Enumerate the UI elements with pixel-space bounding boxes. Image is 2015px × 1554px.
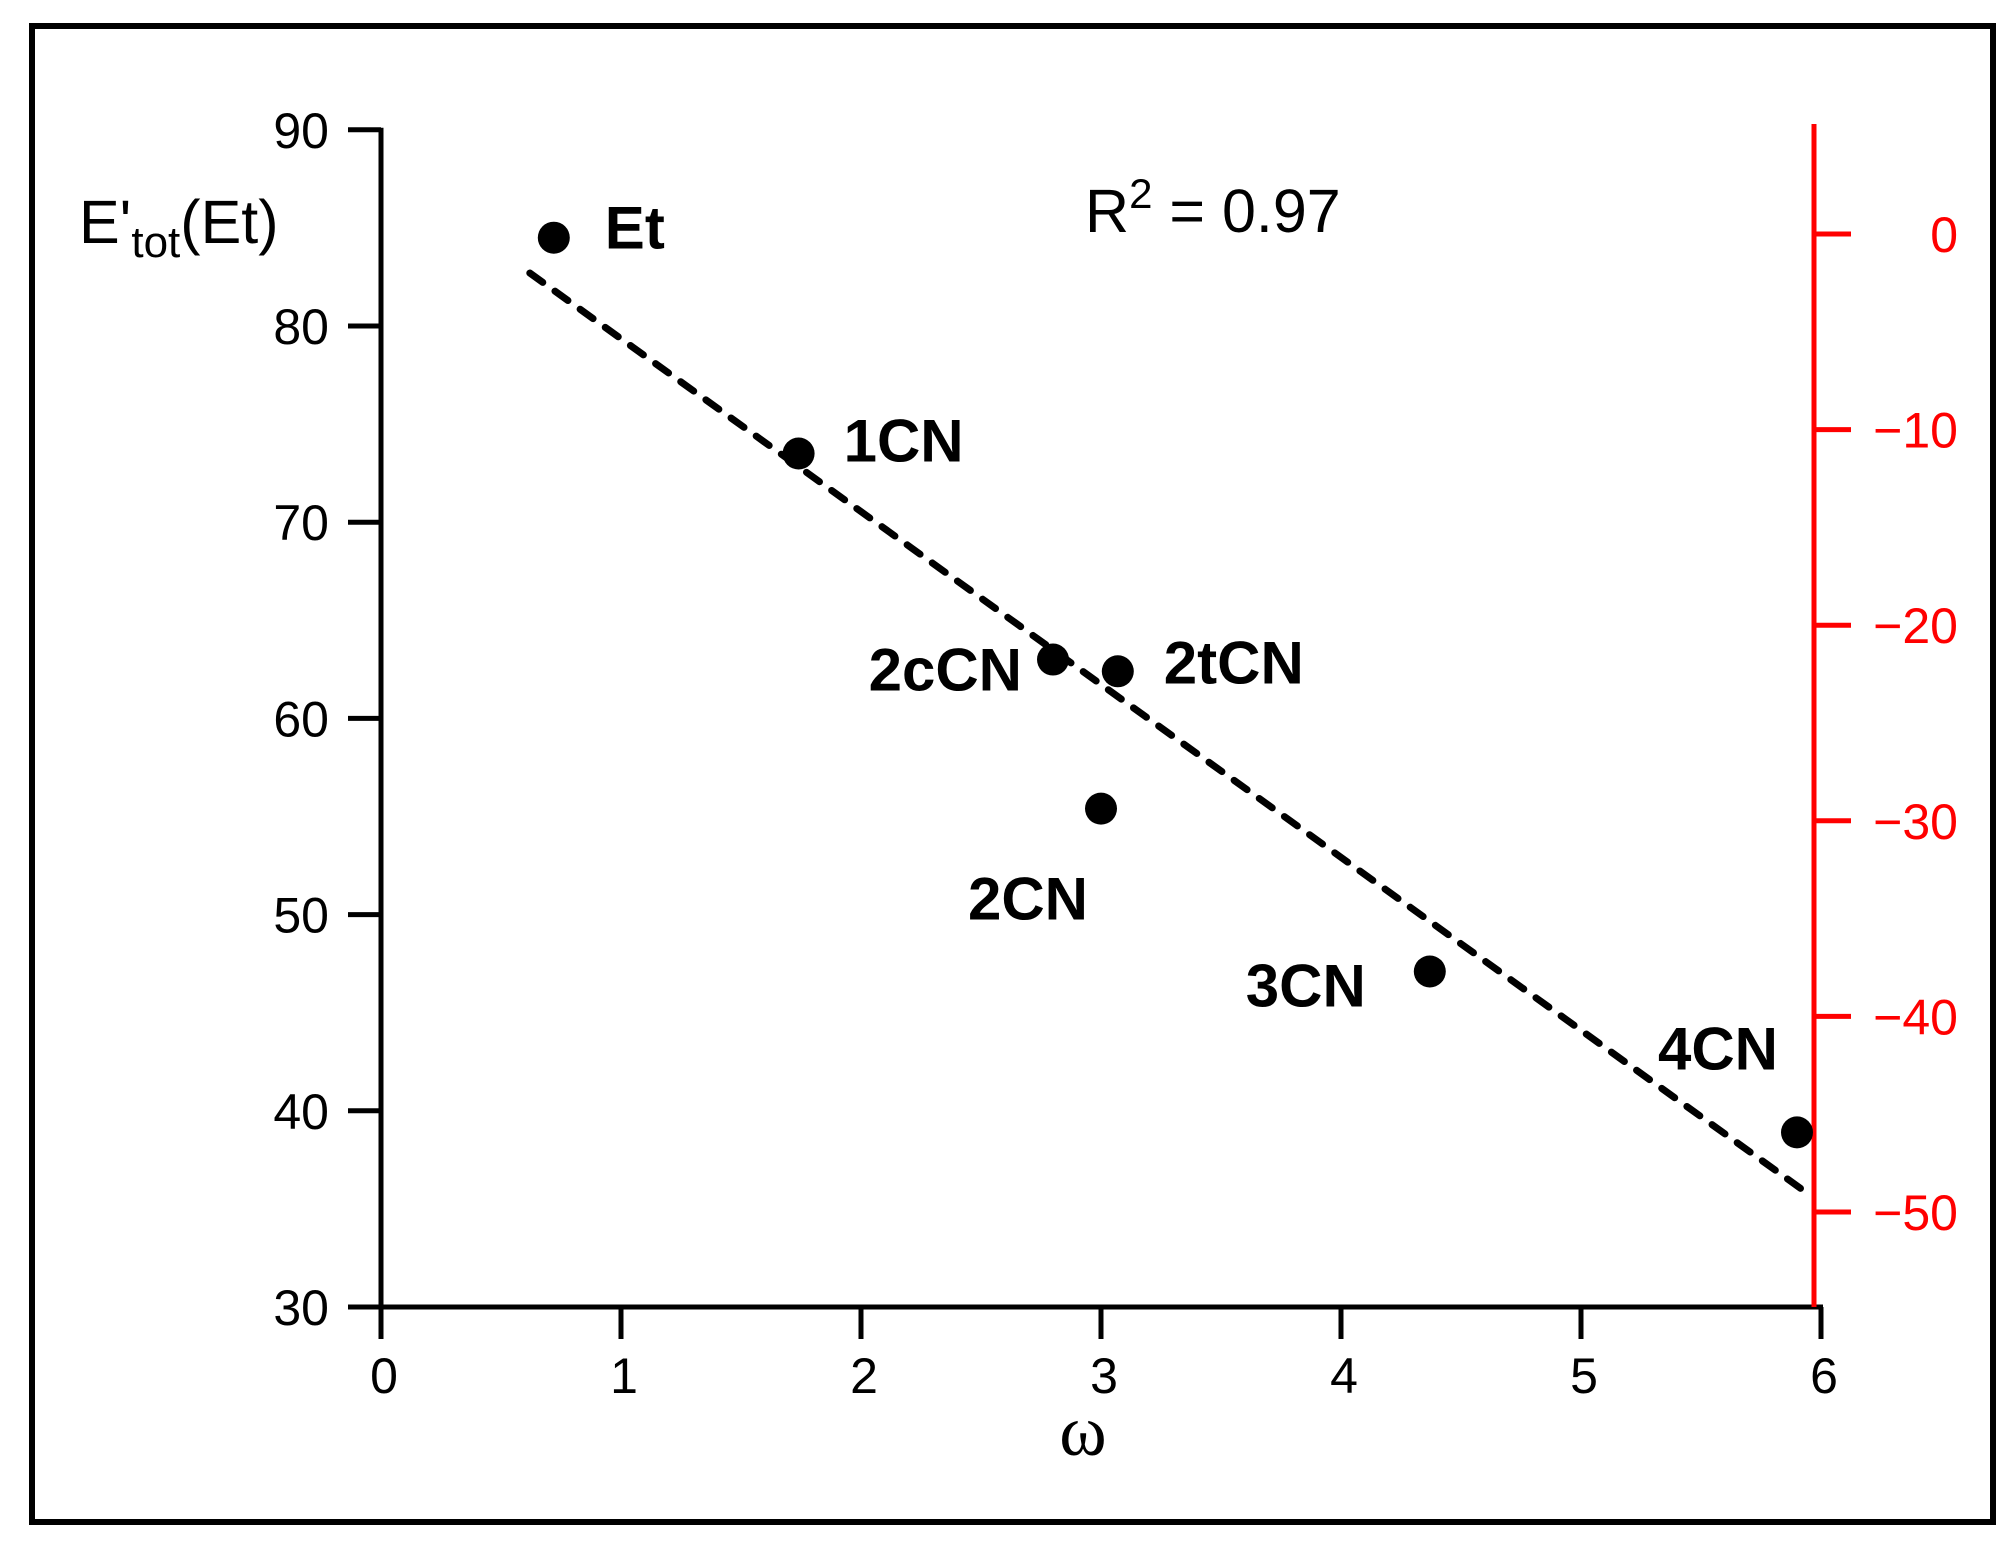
data-point-2cn: 2CN xyxy=(968,792,1117,933)
data-point-et: Et xyxy=(537,195,665,262)
right-y-tick-label: 0 xyxy=(1930,207,1958,263)
x-axis-title: ω xyxy=(1059,1391,1106,1471)
y-tick-label: 80 xyxy=(273,299,329,355)
point-marker xyxy=(782,437,815,470)
point-marker xyxy=(1085,792,1117,825)
x-tick-label: 1 xyxy=(610,1348,638,1404)
point-marker xyxy=(1413,955,1446,988)
point-label: 2tCN xyxy=(1164,629,1304,696)
y-tick-label: 30 xyxy=(273,1280,329,1336)
fit-line xyxy=(526,269,1806,1193)
point-label: 2cCN xyxy=(869,637,1022,704)
x-tick-label: 3 xyxy=(1090,1348,1118,1404)
point-label: 3CN xyxy=(1246,952,1366,1019)
point-label: Et xyxy=(605,195,665,262)
y-tick-label: 40 xyxy=(273,1084,329,1140)
point-marker xyxy=(1037,643,1069,676)
point-marker xyxy=(1101,655,1134,688)
y-tick-label: 60 xyxy=(273,691,329,747)
data-points: Et 1CN 2cCN 2tCN 2CN 3CN 4CN xyxy=(537,195,1813,1149)
right-y-tick-label: −30 xyxy=(1873,794,1958,850)
point-marker xyxy=(1781,1116,1813,1149)
x-tick-label: 0 xyxy=(370,1348,398,1404)
chart-frame xyxy=(29,23,1996,1525)
y-axis-title: E'tot(Et) xyxy=(79,188,279,267)
y-tick-label: 90 xyxy=(273,103,329,159)
y-tick-label: 50 xyxy=(273,888,329,944)
data-point-1cn: 1CN xyxy=(782,408,964,475)
dashed-fit-line xyxy=(526,269,1806,1193)
x-tick-label: 4 xyxy=(1330,1348,1358,1404)
point-marker xyxy=(537,221,570,254)
point-label: 4CN xyxy=(1658,1015,1778,1082)
r-squared-annotation: R2 = 0.97 xyxy=(1085,170,1341,245)
right-y-tick-label: −20 xyxy=(1873,598,1958,654)
right-y-tick-label: −10 xyxy=(1873,403,1958,459)
x-tick-label: 5 xyxy=(1570,1348,1598,1404)
y-tick-label: 70 xyxy=(273,495,329,551)
data-point-2ccn: 2cCN xyxy=(869,637,1069,704)
x-tick-label: 6 xyxy=(1810,1348,1838,1404)
right-y-tick-label: −50 xyxy=(1873,1185,1958,1241)
data-point-2tcn: 2tCN xyxy=(1101,629,1304,696)
right-y-tick-label: −40 xyxy=(1873,989,1958,1045)
x-tick-label: 2 xyxy=(850,1348,878,1404)
data-point-4cn: 4CN xyxy=(1658,1015,1813,1149)
point-label: 2CN xyxy=(968,866,1088,933)
data-point-3cn: 3CN xyxy=(1246,952,1446,1019)
point-label: 1CN xyxy=(844,408,964,475)
